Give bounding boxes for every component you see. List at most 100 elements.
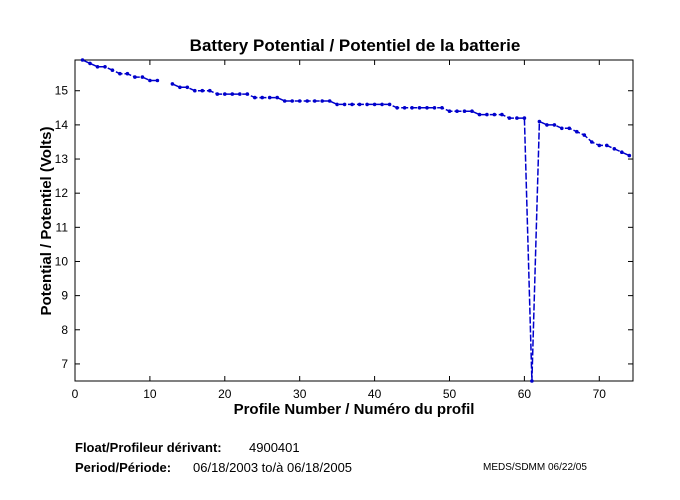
y-tick-label: 11: [56, 220, 69, 234]
data-point: [425, 106, 429, 110]
period-label: Period/Période:: [75, 460, 172, 475]
data-point: [560, 126, 564, 131]
data-point: [215, 92, 220, 96]
data-point: [267, 95, 272, 100]
data-point: [155, 78, 160, 83]
data-point: [297, 99, 302, 103]
data-point: [440, 106, 444, 110]
x-tick-label: 10: [143, 387, 157, 401]
data-point: [537, 119, 542, 124]
data-point: [327, 99, 332, 103]
x-tick-label: 70: [593, 387, 607, 401]
data-point: [230, 92, 235, 96]
data-series: [80, 58, 632, 383]
data-point: [335, 102, 339, 107]
data-point: [485, 112, 489, 117]
data-point: [133, 75, 137, 79]
data-point: [522, 116, 527, 120]
data-point: [477, 112, 482, 117]
data-point: [567, 126, 572, 131]
x-tick-label: 60: [518, 387, 532, 401]
x-axis-label: Profile Number / Numéro du profil: [234, 401, 475, 418]
data-point: [530, 379, 534, 383]
y-tick-label: 13: [55, 152, 69, 166]
data-point: [312, 99, 317, 103]
x-tick-label: 30: [293, 387, 307, 401]
data-point: [387, 102, 392, 107]
data-point: [178, 85, 182, 90]
data-point: [575, 129, 579, 134]
x-axis: 0 10 20 30 40 50 60 70: [72, 60, 607, 401]
data-point: [290, 99, 295, 103]
data-point: [238, 92, 242, 96]
data-point: [193, 88, 197, 93]
data-point: [597, 143, 602, 148]
plot-frame: [74, 59, 634, 382]
data-point: [447, 109, 452, 113]
x-tick-label: 0: [72, 387, 79, 401]
data-point: [320, 99, 325, 103]
data-point: [620, 150, 624, 154]
data-point: [552, 123, 557, 127]
data-point: [140, 75, 145, 79]
data-point: [417, 106, 422, 110]
data-point: [395, 106, 399, 110]
data-point: [380, 102, 384, 107]
data-point: [545, 123, 549, 127]
x-tick-label: 40: [368, 387, 382, 401]
credit-text: MEDS/SDMM 06/22/05: [483, 462, 587, 473]
data-point: [612, 147, 617, 151]
data-point: [372, 102, 377, 107]
data-point: [402, 106, 407, 110]
data-point: [125, 71, 130, 76]
data-point: [590, 140, 594, 144]
data-point: [582, 133, 587, 137]
data-point: [110, 68, 115, 72]
data-point: [455, 109, 459, 113]
y-tick-label: 7: [61, 357, 68, 371]
data-point: [410, 106, 414, 110]
y-tick-label: 8: [61, 323, 68, 337]
x-tick-label: 20: [218, 387, 232, 401]
data-point: [95, 65, 100, 69]
data-point: [185, 85, 190, 90]
data-point: [80, 58, 85, 62]
data-point: [350, 102, 354, 107]
data-point: [305, 99, 310, 103]
data-point: [507, 116, 512, 120]
data-point: [148, 78, 152, 83]
data-point: [462, 109, 467, 113]
data-point: [492, 112, 497, 117]
y-axis: 7 8 9 10 11 12 13 14 15: [55, 84, 633, 371]
data-point: [208, 88, 212, 93]
data-point: [275, 95, 280, 100]
y-tick-label: 10: [55, 254, 69, 268]
data-point: [342, 102, 347, 107]
data-point: [365, 102, 369, 107]
float-label: Float/Profileur dérivant:: [75, 440, 222, 455]
data-point: [515, 116, 519, 120]
data-point: [245, 92, 250, 96]
chart-title: Battery Potential / Potentiel de la batt…: [190, 36, 521, 55]
data-point: [253, 95, 257, 100]
period-value: 06/18/2003 to/à 06/18/2005: [193, 460, 353, 475]
data-point: [432, 106, 437, 110]
data-point: [500, 112, 504, 117]
y-tick-label: 12: [55, 186, 69, 200]
y-tick-label: 14: [55, 118, 69, 132]
float-value: 4900401: [249, 440, 300, 455]
data-point: [200, 88, 205, 93]
data-point: [357, 102, 362, 107]
data-point: [223, 92, 227, 96]
y-tick-label: 15: [55, 84, 69, 98]
x-tick-label: 50: [443, 387, 457, 401]
data-point: [282, 99, 287, 103]
y-tick-label: 9: [61, 289, 68, 303]
data-point: [627, 153, 632, 158]
data-point: [260, 95, 265, 100]
data-point: [88, 61, 92, 66]
data-point: [470, 109, 474, 113]
data-point: [605, 143, 609, 148]
y-axis-label: Potential / Potentiel (Volts): [38, 127, 55, 316]
